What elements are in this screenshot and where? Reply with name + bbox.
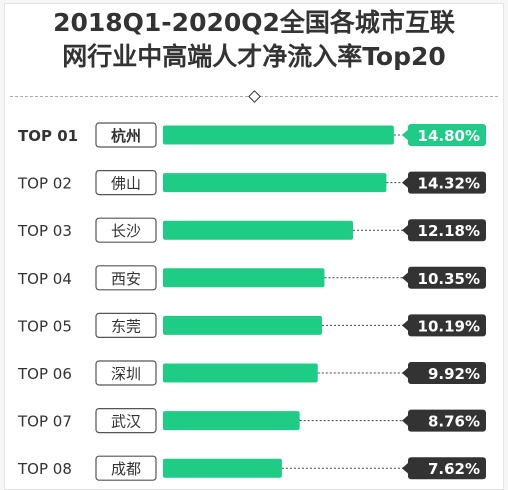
bar: [163, 268, 325, 288]
value-label: 9.92%: [428, 365, 480, 383]
rank-label: TOP 03: [17, 222, 72, 240]
city-label: 深圳: [111, 365, 141, 383]
value-label: 10.19%: [418, 317, 480, 335]
city-box: [95, 217, 157, 243]
bar: [163, 411, 300, 431]
city-box: [95, 408, 157, 434]
bar: [163, 363, 318, 383]
rank-label: TOP 08: [17, 460, 72, 478]
bar: [163, 173, 387, 193]
value-badge: [408, 124, 486, 146]
bar: [163, 125, 394, 145]
city-box: [95, 455, 157, 481]
value-badge: [408, 409, 486, 432]
rank-label: TOP 07: [17, 413, 72, 431]
title-line-1: 2018Q1-2020Q2全国各城市互联: [53, 8, 455, 37]
city-label: 佛山: [111, 175, 141, 193]
city-box: [95, 170, 157, 196]
value-badge: [408, 219, 486, 242]
rank-label: TOP 01: [18, 127, 78, 145]
chart-title: 2018Q1-2020Q2全国各城市互联 网行业中高端人才净流入率Top20: [0, 6, 508, 74]
rank-label: TOP 06: [17, 365, 72, 383]
city-label: 成都: [111, 460, 141, 478]
city-label: 长沙: [111, 222, 141, 240]
title-line-2: 网行业中高端人才净流入率Top20: [62, 42, 446, 71]
rank-label: TOP 02: [17, 175, 72, 193]
value-badge: [408, 457, 486, 480]
value-badge: [408, 171, 486, 194]
rank-label: TOP 04: [17, 270, 72, 288]
city-box: [95, 360, 157, 386]
value-label: 8.76%: [428, 413, 480, 431]
value-label: 14.32%: [418, 175, 480, 193]
city-box: [95, 265, 157, 291]
bar: [163, 458, 282, 478]
value-label: 10.35%: [418, 270, 480, 288]
city-label: 杭州: [111, 127, 141, 145]
city-box: [95, 122, 157, 148]
value-label: 14.80%: [418, 127, 480, 145]
value-badge: [408, 266, 486, 289]
city-label: 武汉: [111, 413, 141, 431]
city-box: [95, 312, 157, 338]
bar: [163, 315, 322, 335]
value-label: 12.18%: [418, 222, 480, 240]
bar: [163, 220, 354, 240]
chart-frame: [4, 3, 504, 490]
city-label: 西安: [111, 270, 141, 288]
value-label: 7.62%: [428, 460, 480, 478]
rank-label: TOP 05: [17, 317, 72, 335]
value-badge: [408, 314, 486, 337]
city-label: 东莞: [111, 317, 141, 335]
value-badge: [408, 362, 486, 384]
